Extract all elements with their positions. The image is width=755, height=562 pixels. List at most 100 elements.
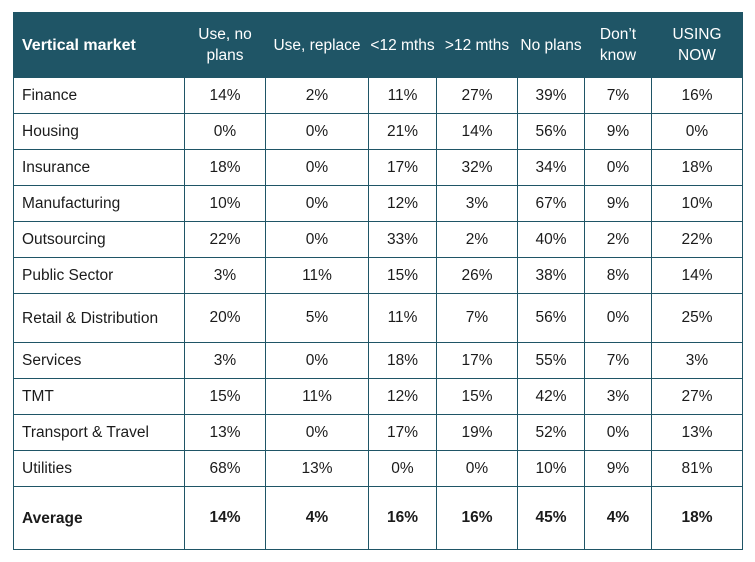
header-no-plans: No plans <box>517 12 585 78</box>
cell-value: 17% <box>368 149 437 186</box>
cell-value: 0% <box>184 113 266 150</box>
cell-value: 0% <box>265 342 369 379</box>
cell-value: 17% <box>368 414 437 451</box>
table-row: Services 3% 0% 18% 17% 55% 7% 3% <box>13 342 743 379</box>
row-label: Average <box>13 486 185 550</box>
row-label: Insurance <box>13 149 185 186</box>
cell-value: 20% <box>184 293 266 343</box>
cell-value: 21% <box>368 113 437 150</box>
cell-value: 15% <box>184 378 266 415</box>
cell-value: 0% <box>651 113 743 150</box>
cell-value: 13% <box>184 414 266 451</box>
cell-value: 4% <box>584 486 652 550</box>
cell-value: 3% <box>184 257 266 294</box>
cell-value: 27% <box>436 77 518 114</box>
table-row: Public Sector 3% 11% 15% 26% 38% 8% 14% <box>13 257 743 294</box>
cell-value: 26% <box>436 257 518 294</box>
cell-value: 0% <box>265 221 369 258</box>
cell-value: 16% <box>436 486 518 550</box>
cell-value: 0% <box>584 414 652 451</box>
cell-value: 0% <box>265 113 369 150</box>
cell-value: 17% <box>436 342 518 379</box>
cell-value: 18% <box>184 149 266 186</box>
cell-value: 22% <box>651 221 743 258</box>
header-use-replace: Use, replace <box>265 12 369 78</box>
cell-value: 18% <box>368 342 437 379</box>
row-label: Retail & Distribution <box>13 293 185 343</box>
header-row: Vertical market Use, no plans Use, repla… <box>13 12 743 78</box>
cell-value: 16% <box>651 77 743 114</box>
table-body: Finance 14% 2% 11% 27% 39% 7% 16% Housing 0% 0% 21%… <box>13 77 743 550</box>
row-label: Manufacturing <box>13 185 185 222</box>
cell-value: 14% <box>184 77 266 114</box>
cell-value: 2% <box>265 77 369 114</box>
cell-value: 13% <box>651 414 743 451</box>
cell-value: 9% <box>584 450 652 487</box>
cell-value: 22% <box>184 221 266 258</box>
cell-value: 15% <box>436 378 518 415</box>
cell-value: 39% <box>517 77 585 114</box>
cell-value: 7% <box>584 77 652 114</box>
cell-value: 9% <box>584 185 652 222</box>
header-gt-12-mths: >12 mths <box>436 12 518 78</box>
cell-value: 40% <box>517 221 585 258</box>
table-row: TMT 15% 11% 12% 15% 42% 3% 27% <box>13 378 743 415</box>
header-vertical-market: Vertical market <box>13 12 185 78</box>
cell-value: 0% <box>584 293 652 343</box>
cell-value: 34% <box>517 149 585 186</box>
cell-value: 11% <box>368 293 437 343</box>
cell-value: 3% <box>584 378 652 415</box>
row-label: Outsourcing <box>13 221 185 258</box>
cell-value: 45% <box>517 486 585 550</box>
cell-value: 10% <box>184 185 266 222</box>
cell-value: 56% <box>517 293 585 343</box>
header-lt-12-mths: <12 mths <box>368 12 437 78</box>
header-dont-know: Don’t know <box>584 12 652 78</box>
cell-value: 13% <box>265 450 369 487</box>
cell-value: 11% <box>265 257 369 294</box>
cell-value: 4% <box>265 486 369 550</box>
cell-value: 3% <box>651 342 743 379</box>
cell-value: 14% <box>651 257 743 294</box>
cell-value: 0% <box>584 149 652 186</box>
header-use-no-plans: Use, no plans <box>184 12 266 78</box>
cell-value: 27% <box>651 378 743 415</box>
row-label: Public Sector <box>13 257 185 294</box>
cell-value: 19% <box>436 414 518 451</box>
cell-value: 16% <box>368 486 437 550</box>
cell-value: 2% <box>436 221 518 258</box>
cell-value: 11% <box>265 378 369 415</box>
cell-value: 15% <box>368 257 437 294</box>
cell-value: 33% <box>368 221 437 258</box>
cell-value: 0% <box>265 149 369 186</box>
table-row: Utilities 68% 13% 0% 0% 10% 9% 81% <box>13 450 743 487</box>
average-row: Average 14% 4% 16% 16% 45% 4% 18% <box>13 486 743 550</box>
vertical-market-table: Vertical market Use, no plans Use, repla… <box>13 12 743 550</box>
cell-value: 8% <box>584 257 652 294</box>
cell-value: 32% <box>436 149 518 186</box>
table-row: Outsourcing 22% 0% 33% 2% 40% 2% 22% <box>13 221 743 258</box>
table-row: Housing 0% 0% 21% 14% 56% 9% 0% <box>13 113 743 150</box>
table-row: Finance 14% 2% 11% 27% 39% 7% 16% <box>13 77 743 114</box>
table-row: Transport & Travel 13% 0% 17% 19% 52% 0% 13% <box>13 414 743 451</box>
cell-value: 7% <box>584 342 652 379</box>
cell-value: 68% <box>184 450 266 487</box>
cell-value: 11% <box>368 77 437 114</box>
cell-value: 14% <box>184 486 266 550</box>
cell-value: 5% <box>265 293 369 343</box>
row-label: Finance <box>13 77 185 114</box>
cell-value: 42% <box>517 378 585 415</box>
cell-value: 18% <box>651 149 743 186</box>
row-label: TMT <box>13 378 185 415</box>
cell-value: 67% <box>517 185 585 222</box>
cell-value: 9% <box>584 113 652 150</box>
header-using-now: USING NOW <box>651 12 743 78</box>
cell-value: 0% <box>265 185 369 222</box>
cell-value: 12% <box>368 185 437 222</box>
cell-value: 12% <box>368 378 437 415</box>
cell-value: 0% <box>368 450 437 487</box>
cell-value: 3% <box>184 342 266 379</box>
cell-value: 55% <box>517 342 585 379</box>
cell-value: 0% <box>265 414 369 451</box>
cell-value: 10% <box>651 185 743 222</box>
